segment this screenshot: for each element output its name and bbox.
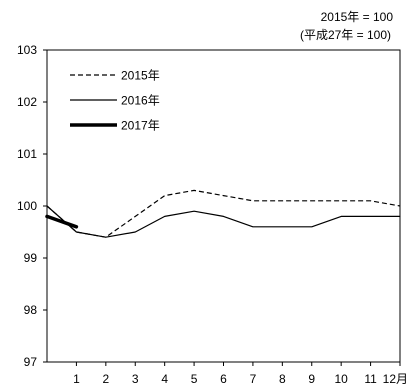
base-note-line-1: 2015年 = 100 — [321, 10, 394, 24]
legend-label-1: 2015年 — [121, 69, 160, 83]
x-tick-label: 12月 — [383, 372, 408, 386]
series-line-3 — [45, 214, 79, 229]
plot-area-frame — [46, 49, 401, 363]
x-tick-label: 11 — [364, 372, 377, 386]
y-tick-label: 101 — [17, 147, 37, 161]
x-tick-label: 6 — [220, 372, 227, 386]
base-note-line-2: (平成27年 = 100) — [300, 28, 391, 42]
y-tick-label: 98 — [24, 303, 38, 317]
x-tick-label: 5 — [191, 372, 198, 386]
legend-label-3: 2017年 — [121, 119, 160, 133]
x-tick-label: 9 — [308, 372, 315, 386]
x-tick-label: 8 — [279, 372, 286, 386]
x-tick-label: 4 — [161, 372, 168, 386]
series-line-1 — [46, 189, 401, 238]
x-tick-label: 10 — [334, 372, 348, 386]
y-tick-label: 100 — [17, 199, 37, 213]
x-tick-label: 7 — [250, 372, 257, 386]
y-tick-label: 99 — [24, 251, 38, 265]
x-tick-label: 1 — [73, 372, 80, 386]
y-tick-label: 102 — [17, 95, 37, 109]
y-tick-label: 103 — [17, 43, 37, 57]
series-line-2 — [46, 205, 401, 238]
y-tick-label: 97 — [24, 355, 38, 369]
x-tick-label: 2 — [102, 372, 109, 386]
x-tick-label: 3 — [132, 372, 139, 386]
legend-label-2: 2016年 — [121, 94, 160, 108]
